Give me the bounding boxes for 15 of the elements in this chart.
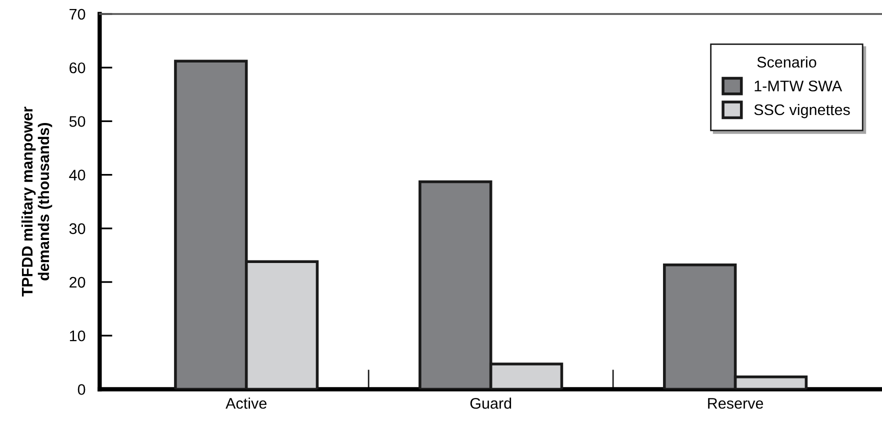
x-tick-label: Guard bbox=[470, 398, 512, 409]
legend-label: 1-MTW SWA bbox=[754, 80, 842, 92]
y-axis-title: TPFDD military manpower demands (thousands) bbox=[21, 106, 52, 297]
x-tick-label: Active bbox=[226, 398, 266, 409]
y-tick-label: 20 bbox=[70, 276, 86, 288]
y-tick-label: 30 bbox=[69, 223, 86, 234]
x-tick-label: Reserve bbox=[708, 398, 764, 409]
legend-label: SSC vignettes bbox=[754, 104, 850, 118]
legend-title: Scenario bbox=[757, 56, 816, 68]
y-tick-label: 50 bbox=[69, 116, 86, 127]
y-tick-label: 60 bbox=[70, 62, 86, 74]
y-tick-label: 10 bbox=[70, 330, 86, 342]
y-tick-label: 70 bbox=[70, 8, 86, 20]
y-tick-label: 40 bbox=[69, 170, 86, 180]
y-tick-label: 0 bbox=[78, 384, 86, 395]
